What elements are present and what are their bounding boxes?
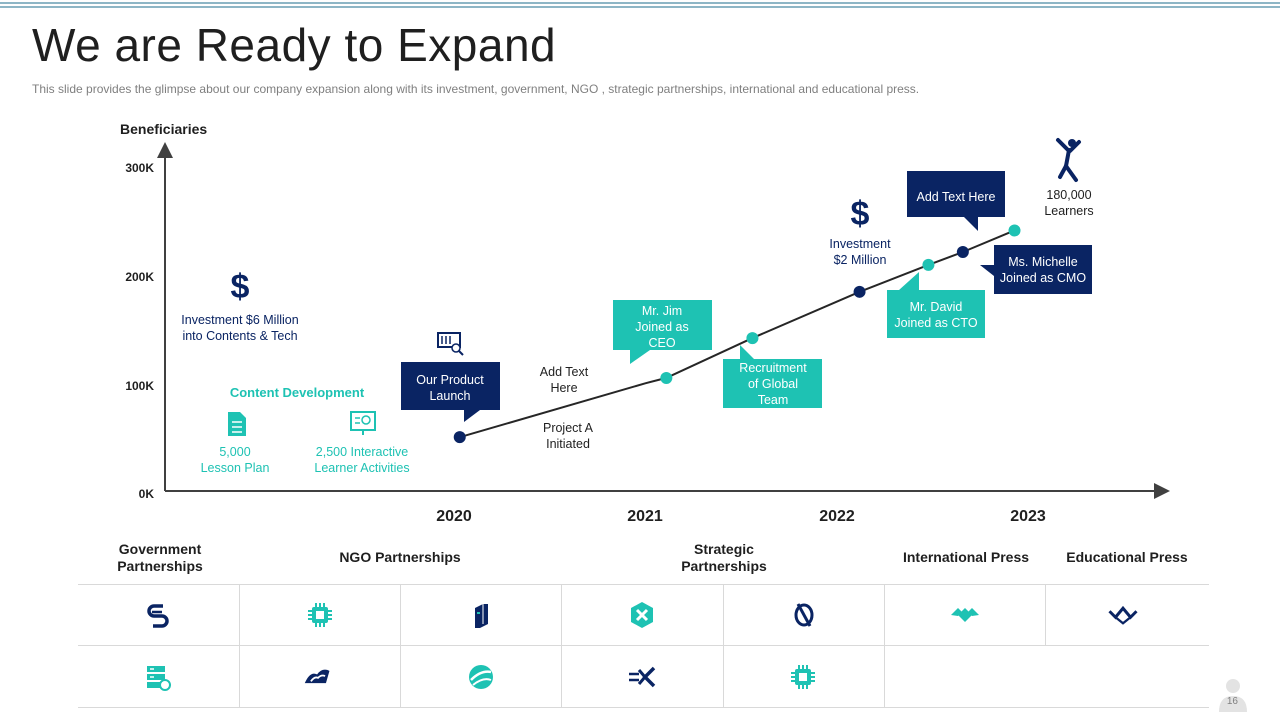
milestone-point xyxy=(660,371,673,384)
header-international-press: International Press xyxy=(902,549,1030,565)
product-launch-callout: Our Product Launch xyxy=(401,362,500,422)
y-tick-label: 300K xyxy=(125,161,154,175)
svg-text:Add Text Here: Add Text Here xyxy=(917,190,996,204)
recruitment-callout: Recruitment of Global Team xyxy=(723,345,822,408)
milestone-point xyxy=(746,332,759,345)
presentation-board-icon xyxy=(350,411,376,435)
ms-michelle-callout: Ms. Michelle Joined as CMO xyxy=(980,245,1092,294)
server-logo-icon xyxy=(475,604,488,628)
hex-knot-logo-icon xyxy=(631,602,653,628)
learners-label: Learners xyxy=(1044,204,1093,218)
milestone-point xyxy=(922,258,935,271)
x-tick-label: 2023 xyxy=(1010,508,1046,525)
project-a-label: Initiated xyxy=(546,437,590,451)
grid-divider xyxy=(400,584,401,707)
milestone-point xyxy=(453,431,466,444)
svg-text:Team: Team xyxy=(758,393,789,407)
page-number: 16 xyxy=(1226,696,1238,707)
header-strategic: Strategic Partnerships xyxy=(681,541,767,574)
investment-6m-label: Investment $6 Million xyxy=(181,313,298,327)
svg-text:Our Product: Our Product xyxy=(416,373,484,387)
grid-divider xyxy=(884,584,885,707)
milestone-point xyxy=(956,245,969,258)
mr-jim-callout: Mr. Jim Joined as CEO xyxy=(613,300,712,364)
add-text-label: Add Text xyxy=(540,365,589,379)
presenter-icon xyxy=(1219,679,1247,712)
lesson-plan-label: 5,000 xyxy=(219,445,250,459)
svg-text:Mr. Jim: Mr. Jim xyxy=(642,304,682,318)
grid-divider xyxy=(1045,584,1046,645)
investment-2m-label: $2 Million xyxy=(834,253,887,267)
svg-text:Joined as CTO: Joined as CTO xyxy=(894,316,977,330)
header-educational-press: Educational Press xyxy=(1066,549,1188,565)
svg-text:Joined as CMO: Joined as CMO xyxy=(1000,271,1086,285)
top-border xyxy=(0,2,1280,8)
grid-divider xyxy=(239,584,240,707)
add-text-label: Here xyxy=(550,381,577,395)
svg-text:Joined as: Joined as xyxy=(635,320,689,334)
mr-david-callout: Mr. David Joined as CTO xyxy=(887,272,985,338)
x-tick-label: 2021 xyxy=(627,508,663,525)
lesson-plan-label: Lesson Plan xyxy=(201,461,270,475)
arrow-x-logo-icon xyxy=(629,666,656,688)
page-subtitle: This slide provides the glimpse about ou… xyxy=(32,82,920,96)
investment-2m-label: Investment xyxy=(829,237,891,251)
y-tick-label: 200K xyxy=(125,270,154,284)
x-tick-label: 2020 xyxy=(436,508,472,525)
y-axis-label: Beneficiaries xyxy=(120,121,207,137)
timeline-chart: Beneficiaries 0K 100K 200K 300K 2020 202… xyxy=(120,121,1170,525)
page-title: We are Ready to Expand xyxy=(32,19,557,71)
jumping-person-icon xyxy=(1056,138,1081,182)
orbit-logo-icon xyxy=(794,603,814,627)
diamond-logo-icon xyxy=(951,608,979,622)
chip-logo-icon xyxy=(791,665,815,689)
document-list-icon xyxy=(228,412,246,436)
header-government: Government Partnerships xyxy=(117,541,203,574)
database-logo-icon xyxy=(147,666,171,691)
y-tick-label: 0K xyxy=(139,487,155,501)
globe-swirl-logo-icon xyxy=(469,665,493,689)
grid-divider xyxy=(723,584,724,707)
project-a-label: Project A xyxy=(543,421,594,435)
svg-text:Mr. David: Mr. David xyxy=(910,300,963,314)
chain-s-logo-icon xyxy=(147,604,169,628)
svg-text:of Global: of Global xyxy=(748,377,798,391)
grid-divider xyxy=(78,707,1209,708)
header-ngo: NGO Partnerships xyxy=(339,549,461,565)
barcode-search-icon xyxy=(437,332,464,356)
grid-divider xyxy=(78,584,1209,585)
svg-text:Recruitment: Recruitment xyxy=(739,361,807,375)
grid-divider xyxy=(561,584,562,707)
dollar-icon: $ xyxy=(231,268,250,306)
beneficiaries-line xyxy=(459,229,1015,439)
grid-divider xyxy=(78,645,1209,646)
learners-label: 180,000 xyxy=(1046,188,1091,202)
y-tick-label: 100K xyxy=(125,379,154,393)
content-development-label: Content Development xyxy=(230,385,365,400)
milestone-point xyxy=(1008,224,1021,237)
crown-logo-icon xyxy=(304,669,330,684)
wave-arrow-logo-icon xyxy=(1108,605,1138,625)
svg-text:Launch: Launch xyxy=(429,389,470,403)
svg-text:CEO: CEO xyxy=(648,336,675,350)
chip-logo-icon xyxy=(308,603,332,627)
milestone-point xyxy=(853,285,866,298)
learner-activities-label: Learner Activities xyxy=(314,461,409,475)
add-text-here-callout: Add Text Here xyxy=(907,171,1005,231)
x-tick-label: 2022 xyxy=(819,508,855,525)
dollar-icon: $ xyxy=(851,195,870,233)
svg-text:Ms. Michelle: Ms. Michelle xyxy=(1008,255,1078,269)
learner-activities-label: 2,500 Interactive xyxy=(316,445,408,459)
investment-6m-label: into Contents & Tech xyxy=(182,329,297,343)
